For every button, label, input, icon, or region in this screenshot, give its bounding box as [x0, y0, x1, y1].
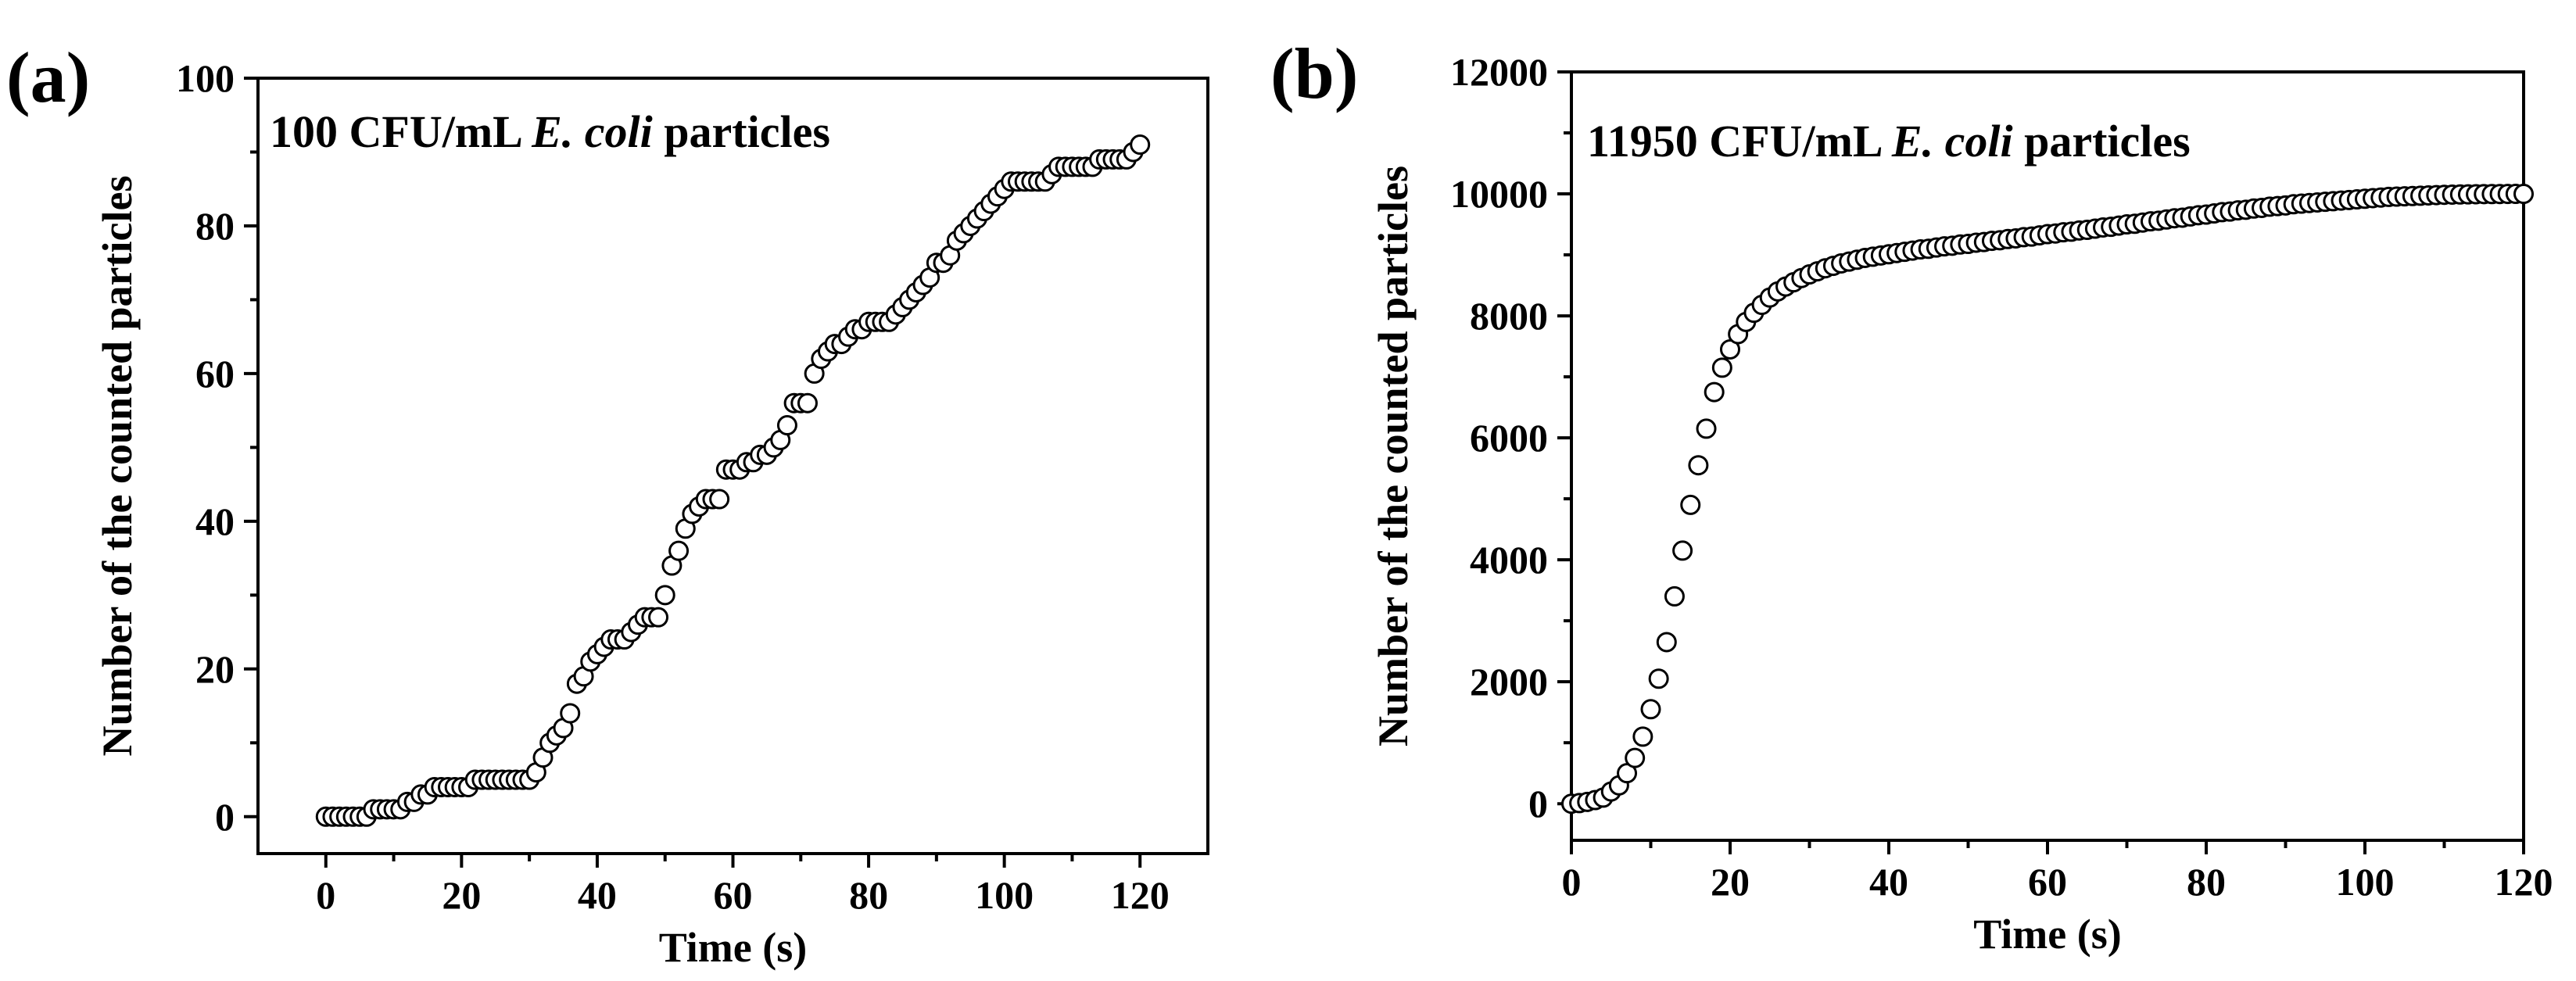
- annotation-organism: E. coli: [1891, 116, 2013, 166]
- x-tick-label: 40: [578, 873, 617, 917]
- annotation-organism: E. coli: [531, 106, 653, 157]
- y-tick-label: 40: [195, 499, 235, 543]
- data-point: [1688, 455, 1709, 476]
- y-tick-label: 80: [195, 204, 235, 248]
- panel-label: (b): [1270, 34, 1358, 113]
- y-tick-label: 8000: [1470, 294, 1548, 338]
- x-tick-label: 120: [2495, 860, 2553, 904]
- data-point: [1625, 747, 1646, 768]
- annotation-suffix: particles: [2013, 116, 2191, 166]
- chart-panel-a: (a) 0 20 40 60 80 100 120 0 20 40 60 80 100 Time (s) Nu…: [6, 38, 1209, 971]
- data-point: [648, 607, 669, 628]
- data-point: [1711, 357, 1732, 378]
- x-tick-label: 0: [316, 873, 335, 917]
- y-tick-label: 10000: [1450, 172, 1548, 216]
- y-tick-label: 0: [1528, 782, 1548, 825]
- data-point: [1696, 418, 1717, 439]
- annotation: 100 CFU/mL E. coli particles: [270, 106, 830, 157]
- x-tick-label: 20: [442, 873, 481, 917]
- y-tick-label: 100: [176, 56, 235, 100]
- data-point: [1632, 726, 1653, 747]
- x-axis-label: Time (s): [659, 924, 807, 971]
- annotation: 11950 CFU/mL E. coli particles: [1587, 116, 2191, 166]
- x-tick-label: 0: [1562, 860, 1582, 904]
- data-point: [1680, 494, 1701, 515]
- data-point: [776, 415, 797, 436]
- data-point: [1656, 632, 1677, 653]
- data-point: [1704, 381, 1725, 403]
- y-axis-label: Number of the counted particles: [1370, 166, 1417, 746]
- y-axis-label: Number of the counted particles: [94, 176, 141, 757]
- data-point: [1648, 668, 1669, 689]
- x-tick-label: 80: [849, 873, 888, 917]
- data-point: [560, 703, 581, 724]
- data-point: [797, 392, 818, 414]
- data-point: [2513, 184, 2534, 205]
- x-tick-label: 20: [1711, 860, 1750, 904]
- data-point: [668, 540, 690, 561]
- annotation-suffix: particles: [653, 106, 830, 157]
- x-tick-label: 60: [2028, 860, 2067, 904]
- x-axis-label: Time (s): [1973, 911, 2121, 958]
- y-tick-label: 2000: [1470, 660, 1548, 704]
- x-tick-label: 60: [714, 873, 753, 917]
- y-tick-label: 12000: [1450, 50, 1548, 94]
- plot-frame: [1570, 70, 2525, 842]
- x-tick-label: 80: [2187, 860, 2226, 904]
- y-tick-label: 20: [195, 647, 235, 691]
- y-tick-label: 4000: [1470, 538, 1548, 582]
- x-tick-label: 120: [1111, 873, 1170, 917]
- data-point: [1664, 585, 1685, 607]
- data-point: [1130, 134, 1151, 156]
- panel-label: (a): [6, 38, 90, 117]
- annotation-prefix: 100 CFU/mL: [270, 106, 532, 157]
- data-point: [1640, 699, 1661, 720]
- y-tick-label: 0: [215, 795, 235, 839]
- data-point: [709, 489, 730, 510]
- data-point: [1672, 540, 1693, 561]
- chart-panel-b: (b) 0 20 40 60 80 100 120 0 2000 4000 6000 8000 10000…: [1270, 34, 2553, 958]
- x-tick-label: 40: [1869, 860, 1908, 904]
- x-tick-label: 100: [975, 873, 1034, 917]
- annotation-prefix: 11950 CFU/mL: [1587, 116, 1892, 166]
- y-tick-label: 60: [195, 352, 235, 396]
- data-point: [654, 585, 675, 606]
- x-tick-label: 100: [2336, 860, 2395, 904]
- y-tick-label: 6000: [1470, 416, 1548, 460]
